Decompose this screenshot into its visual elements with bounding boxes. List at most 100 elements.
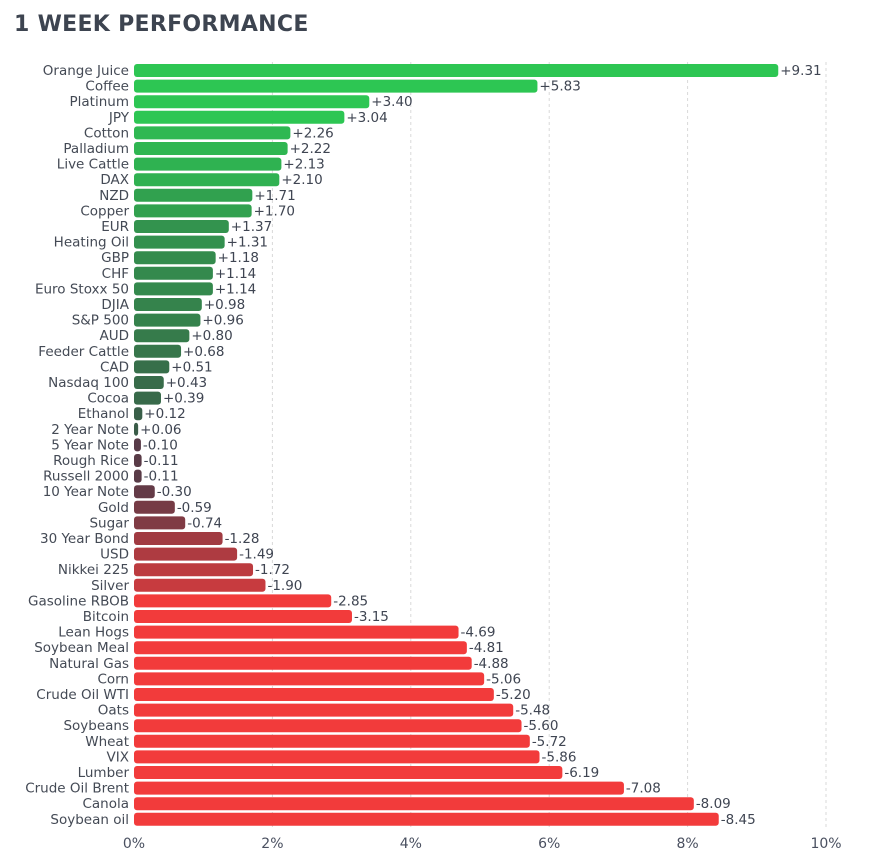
bar <box>134 204 252 218</box>
bar <box>134 812 719 826</box>
category-label: 30 Year Bond <box>40 531 129 547</box>
data-label: +1.31 <box>227 235 268 251</box>
bar <box>134 407 143 421</box>
category-label: Lean Hogs <box>58 625 129 641</box>
category-label: Corn <box>97 671 129 687</box>
data-label: +1.14 <box>215 281 256 297</box>
category-label: NZD <box>99 188 129 204</box>
bar <box>134 750 540 764</box>
category-label: Platinum <box>70 94 129 110</box>
bar <box>134 376 164 389</box>
category-label: Silver <box>91 578 129 594</box>
bar <box>134 610 352 623</box>
category-label: USD <box>100 547 129 563</box>
x-tick-label: 2% <box>261 836 283 852</box>
bar <box>134 797 694 811</box>
bar <box>134 126 291 140</box>
chart-title: 1 WEEK PERFORMANCE <box>14 12 309 37</box>
bar <box>134 266 213 280</box>
data-label: -4.81 <box>469 640 504 656</box>
data-label: +1.70 <box>254 203 295 219</box>
category-label: Cotton <box>84 125 129 141</box>
category-label: Nikkei 225 <box>58 562 129 578</box>
data-label: -0.10 <box>143 437 178 453</box>
data-label: +9.31 <box>780 63 821 79</box>
category-label: Orange Juice <box>43 63 129 79</box>
data-label: +0.96 <box>202 313 243 329</box>
category-label: GBP <box>101 250 129 266</box>
data-label: -5.60 <box>524 718 559 734</box>
data-label: +0.80 <box>191 328 232 344</box>
category-label: Soybeans <box>63 718 129 734</box>
bar <box>134 469 142 483</box>
bar <box>134 282 213 296</box>
category-label: Gasoline RBOB <box>28 593 129 609</box>
data-label: +3.04 <box>346 110 387 126</box>
bar <box>134 157 282 171</box>
bar <box>134 688 494 701</box>
bar <box>134 251 216 265</box>
category-label: Copper <box>80 203 129 219</box>
category-label: 10 Year Note <box>43 484 129 500</box>
bar <box>134 438 141 452</box>
data-label: +2.26 <box>292 125 333 141</box>
data-label: -0.11 <box>144 453 179 469</box>
x-tick-label: 0% <box>123 836 145 852</box>
data-label: +1.14 <box>215 266 256 282</box>
data-label: -8.09 <box>696 796 731 812</box>
category-label: EUR <box>101 219 129 235</box>
bar <box>134 781 624 795</box>
data-label: -3.15 <box>354 609 389 625</box>
data-label: +0.39 <box>163 391 204 407</box>
bar <box>134 641 467 655</box>
category-label: AUD <box>99 328 129 344</box>
category-label: Ethanol <box>78 406 129 422</box>
bar <box>134 142 288 155</box>
category-label: Nasdaq 100 <box>48 375 129 391</box>
bar <box>134 516 186 530</box>
category-label: Oats <box>98 703 129 719</box>
data-label: +0.51 <box>171 359 212 375</box>
category-label: Crude Oil WTI <box>36 687 129 703</box>
data-label: -6.19 <box>564 765 599 781</box>
category-label: Russell 2000 <box>43 469 129 485</box>
data-label: -5.72 <box>532 734 567 750</box>
category-label: DJIA <box>101 297 129 313</box>
data-label: +1.18 <box>218 250 259 266</box>
category-label: 5 Year Note <box>51 437 129 453</box>
bar <box>134 594 332 608</box>
data-label: -1.28 <box>225 531 260 547</box>
category-label: Lumber <box>78 765 130 781</box>
data-label: -4.88 <box>474 656 509 672</box>
data-label: +0.12 <box>144 406 185 422</box>
data-label: -2.85 <box>333 593 368 609</box>
data-label: +0.98 <box>204 297 245 313</box>
bar <box>134 329 190 343</box>
data-label: -0.11 <box>144 469 179 485</box>
bar <box>134 391 161 405</box>
category-label: JPY <box>108 110 130 126</box>
data-label: -1.49 <box>239 547 274 563</box>
category-label: Palladium <box>63 141 129 157</box>
data-label: -5.20 <box>496 687 531 703</box>
category-label: Crude Oil Brent <box>25 781 129 797</box>
bar <box>134 79 538 93</box>
bar <box>134 719 522 733</box>
data-label: -5.86 <box>542 749 577 765</box>
data-label: -4.69 <box>461 625 496 641</box>
data-label: +5.83 <box>539 79 580 95</box>
data-label: +1.71 <box>254 188 295 204</box>
bar <box>134 578 266 592</box>
bar <box>134 173 280 187</box>
bar <box>134 656 472 670</box>
category-label: Rough Rice <box>53 453 129 469</box>
category-label: Live Cattle <box>57 157 129 173</box>
category-label: Euro Stoxx 50 <box>35 281 129 297</box>
data-label: +2.13 <box>283 157 324 173</box>
bar <box>134 188 253 202</box>
category-label: CAD <box>100 359 129 375</box>
bar <box>134 220 229 233</box>
data-label: +0.06 <box>140 422 181 438</box>
data-label: -7.08 <box>626 781 661 797</box>
